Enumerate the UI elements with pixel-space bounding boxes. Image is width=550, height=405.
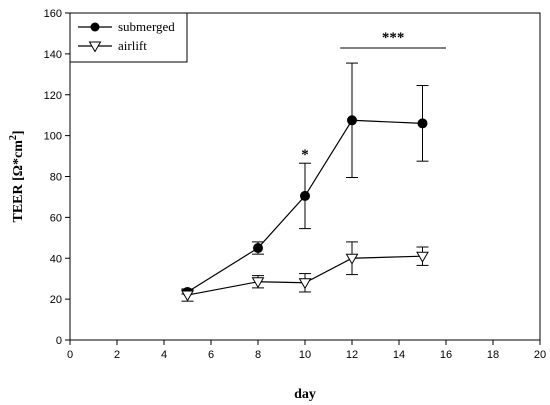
- y-tick-label: 20: [50, 294, 62, 306]
- data-point: [181, 290, 194, 302]
- x-axis-title: day: [294, 387, 316, 402]
- data-point: [298, 278, 312, 290]
- y-axis-title: TEER [Ω*cm2]: [8, 130, 26, 222]
- x-tick-label: 8: [255, 349, 261, 361]
- x-tick-label: 14: [393, 349, 405, 361]
- legend-item-airlift: airlift: [78, 38, 147, 53]
- legend-item-submerged: submerged: [78, 19, 175, 34]
- x-tick-label: 16: [440, 349, 452, 361]
- x-tick-label: 6: [208, 349, 214, 361]
- data-point: [347, 115, 357, 126]
- significance-marker: *: [301, 147, 309, 163]
- legend-marker: [90, 22, 100, 32]
- x-tick-label: 2: [114, 349, 120, 361]
- y-tick-label: 40: [50, 253, 62, 265]
- series-airlift: [181, 241, 429, 302]
- series-layer: [181, 62, 429, 302]
- y-tick-label: 60: [50, 212, 62, 224]
- x-tick-label: 0: [67, 349, 73, 361]
- significance-annotations: ****: [301, 30, 446, 163]
- series-submerged: [181, 62, 429, 297]
- x-tick-label: 20: [534, 349, 546, 361]
- data-point: [417, 118, 428, 129]
- legend-marker: [88, 41, 102, 53]
- y-tick-label: 160: [44, 8, 62, 20]
- data-point: [300, 190, 310, 201]
- x-tick-label: 4: [161, 349, 167, 361]
- y-tick-label: 120: [44, 90, 62, 102]
- x-tick-label: 18: [487, 349, 499, 361]
- significance-marker: ***: [382, 30, 405, 46]
- legend-label: submerged: [118, 19, 175, 34]
- x-tick-label: 12: [346, 349, 358, 361]
- y-tick-label: 140: [44, 49, 62, 61]
- y-tick-label: 80: [50, 172, 62, 184]
- plot-area: 0 2 4 6 8 10 12 14 16 18 20 0 20 40 60 80 100 120 140 160: [44, 8, 546, 361]
- x-tick-label: 10: [299, 349, 311, 361]
- data-point: [345, 253, 359, 265]
- y-tick-label: 100: [44, 131, 62, 143]
- data-point: [416, 251, 429, 263]
- legend-box: [69, 12, 188, 63]
- data-point: [251, 277, 265, 289]
- legend: submerged airlift: [69, 12, 188, 63]
- data-point: [253, 243, 263, 254]
- legend-label: airlift: [118, 38, 147, 53]
- y-tick-label: 0: [56, 335, 62, 347]
